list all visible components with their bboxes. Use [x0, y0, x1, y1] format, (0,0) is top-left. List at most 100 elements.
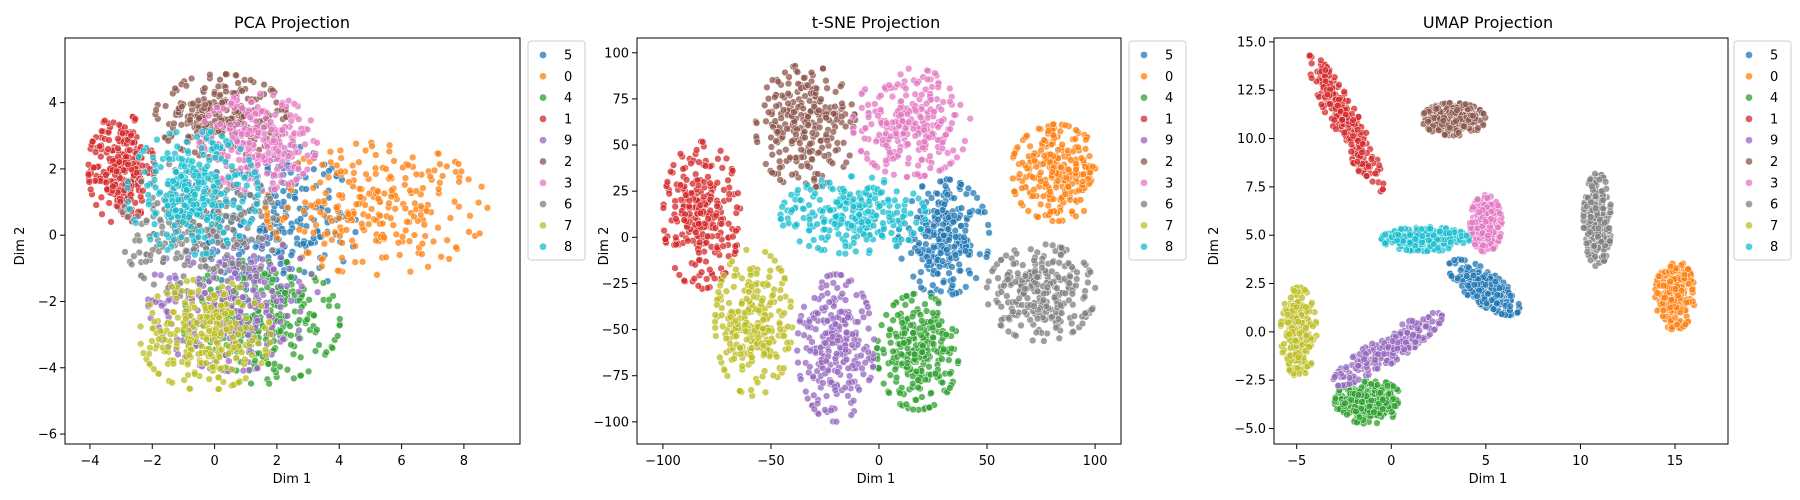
- scatter-point: [295, 226, 303, 234]
- scatter-point: [1072, 126, 1080, 134]
- scatter-point: [277, 282, 285, 290]
- scatter-point: [232, 320, 240, 328]
- scatter-point: [219, 228, 228, 237]
- scatter-point: [155, 335, 163, 343]
- scatter-point: [1091, 284, 1099, 292]
- scatter-point: [191, 251, 199, 259]
- scatter-point: [1061, 289, 1070, 297]
- scatter-point: [916, 311, 925, 319]
- scatter-point: [152, 106, 160, 114]
- scatter-point: [290, 142, 299, 151]
- scatter-point: [953, 153, 961, 162]
- scatter-point: [946, 176, 954, 184]
- scatter-point: [680, 277, 688, 285]
- scatter-point: [221, 158, 230, 166]
- pca-series-7: [136, 276, 275, 393]
- scatter-point: [161, 102, 170, 110]
- scatter-point: [276, 303, 285, 311]
- scatter-point: [130, 252, 138, 260]
- scatter-point: [1037, 168, 1045, 177]
- scatter-point: [1009, 307, 1017, 316]
- scatter-point: [333, 302, 342, 310]
- scatter-point: [146, 235, 154, 244]
- scatter-point: [164, 210, 173, 218]
- scatter-point: [358, 258, 367, 266]
- scatter-point: [404, 161, 412, 169]
- scatter-point: [410, 213, 418, 221]
- scatter-point: [713, 202, 721, 210]
- scatter-point: [758, 372, 767, 381]
- scatter-point: [200, 187, 208, 196]
- scatter-point: [694, 282, 703, 290]
- scatter-point: [1052, 324, 1060, 332]
- scatter-point: [857, 90, 866, 98]
- scatter-point: [776, 294, 784, 303]
- scatter-point: [364, 212, 372, 220]
- scatter-point: [984, 221, 992, 229]
- scatter-point: [216, 91, 224, 99]
- scatter-point: [858, 364, 866, 372]
- scatter-point: [402, 226, 410, 235]
- scatter-point: [164, 296, 173, 305]
- scatter-point: [746, 265, 754, 273]
- scatter-point: [997, 321, 1005, 329]
- scatter-point: [891, 365, 899, 374]
- scatter-point: [216, 267, 225, 276]
- scatter-point: [256, 227, 264, 235]
- scatter-point: [696, 201, 704, 209]
- scatter-point: [1057, 163, 1065, 172]
- scatter-point: [897, 110, 905, 119]
- scatter-point: [261, 278, 269, 286]
- scatter-point: [920, 126, 928, 134]
- scatter-point: [255, 151, 263, 160]
- scatter-point: [403, 218, 411, 226]
- scatter-point: [422, 207, 431, 215]
- scatter-point: [116, 198, 124, 206]
- scatter-point: [943, 246, 951, 254]
- scatter-point: [202, 262, 210, 271]
- scatter-point: [150, 318, 158, 326]
- scatter-point: [741, 321, 749, 329]
- scatter-point: [997, 256, 1005, 264]
- scatter-point: [210, 265, 218, 273]
- scatter-point: [238, 130, 246, 138]
- pca-ytick-label: 4: [49, 96, 57, 111]
- scatter-point: [1046, 158, 1054, 166]
- scatter-point: [102, 178, 110, 187]
- scatter-point: [389, 221, 397, 229]
- scatter-point: [256, 265, 264, 273]
- scatter-point: [1050, 293, 1059, 302]
- scatter-point: [474, 198, 483, 207]
- scatter-point: [912, 107, 920, 115]
- scatter-point: [732, 227, 740, 235]
- scatter-point: [328, 236, 336, 244]
- scatter-point: [137, 340, 145, 348]
- scatter-point: [95, 142, 104, 151]
- scatter-point: [477, 183, 486, 191]
- scatter-point: [730, 355, 738, 363]
- scatter-point: [417, 202, 425, 210]
- scatter-point: [325, 296, 333, 304]
- scatter-point: [309, 229, 318, 237]
- scatter-point: [894, 80, 902, 89]
- scatter-point: [434, 224, 442, 232]
- scatter-point: [260, 123, 268, 132]
- scatter-point: [931, 69, 939, 77]
- scatter-point: [946, 98, 954, 106]
- scatter-point: [771, 256, 779, 265]
- scatter-point: [313, 326, 321, 334]
- scatter-point: [266, 224, 274, 232]
- scatter-point: [252, 117, 260, 126]
- scatter-point: [1079, 170, 1088, 178]
- scatter-point: [961, 137, 969, 145]
- scatter-point: [1088, 305, 1096, 313]
- scatter-point: [687, 159, 695, 168]
- scatter-point: [238, 87, 246, 95]
- scatter-point: [718, 164, 726, 172]
- scatter-point: [365, 189, 373, 198]
- scatter-point: [228, 280, 236, 288]
- scatter-point: [1017, 199, 1025, 207]
- scatter-point: [1039, 192, 1048, 200]
- scatter-point: [250, 299, 259, 307]
